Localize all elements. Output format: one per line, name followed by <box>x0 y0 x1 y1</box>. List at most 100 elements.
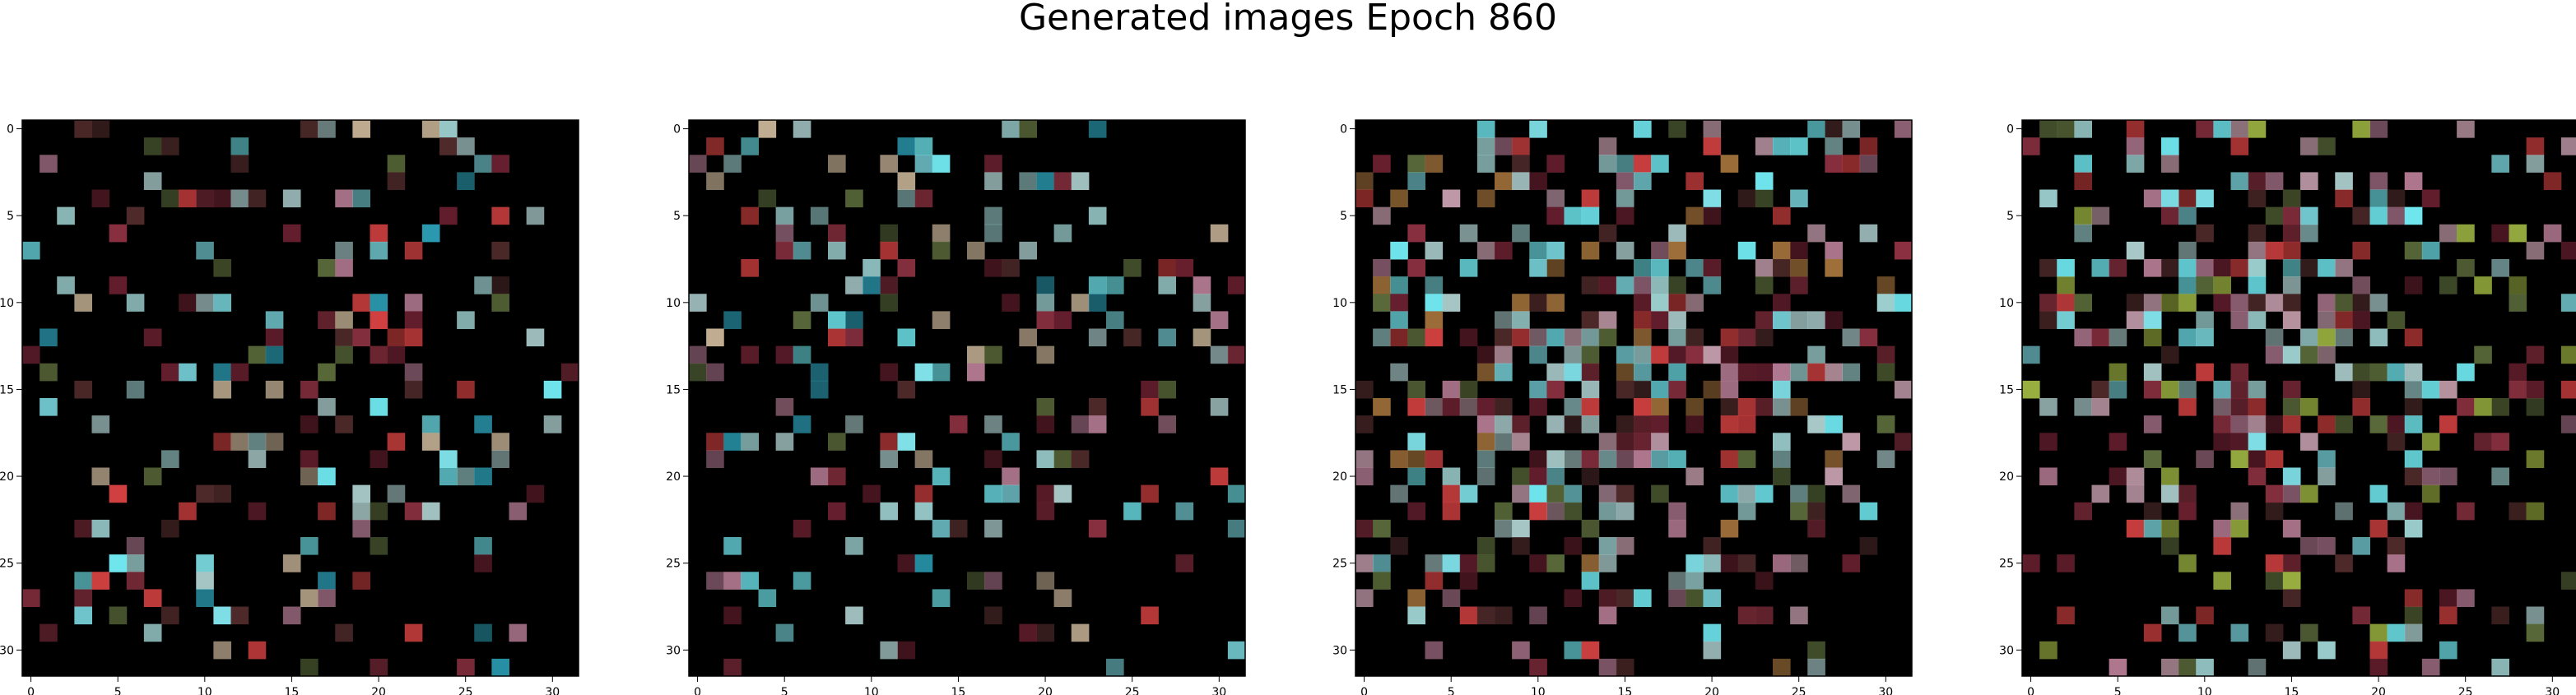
pixel-cell <box>2161 294 2179 312</box>
pixel-cell <box>2230 398 2249 416</box>
pixel-cell <box>1425 554 1444 572</box>
pixel-cell <box>1720 415 1739 433</box>
pixel-cell <box>1773 380 1791 399</box>
pixel-cell <box>1616 241 1634 260</box>
pixel-cell <box>2491 606 2509 625</box>
pixel-cell <box>2230 623 2249 642</box>
pixel-cell <box>230 606 249 625</box>
pixel-cell <box>1036 572 1055 590</box>
pixel-cell <box>2421 380 2440 399</box>
pixel-cell <box>213 433 231 451</box>
pixel-cell <box>1476 137 1495 155</box>
pixel-cell <box>335 259 353 277</box>
pixel-cell <box>2230 380 2249 399</box>
pixel-cell <box>1036 311 1055 329</box>
pixel-cell <box>2091 206 2110 225</box>
pixel-cell <box>1019 328 1037 347</box>
pixel-cell <box>2230 415 2249 433</box>
pixel-cell <box>1634 120 1652 138</box>
pixel-cell <box>897 380 916 399</box>
pixel-cell <box>2526 137 2545 155</box>
pixel-cell <box>1668 328 1686 347</box>
pixel-cell <box>1876 450 1895 468</box>
pixel-cell <box>1807 311 1825 329</box>
pixel-cell <box>2352 537 2370 555</box>
y-tick-label: 10 <box>666 297 681 310</box>
pixel-cell <box>74 120 92 138</box>
pixel-cell <box>1227 276 1246 294</box>
pixel-cell <box>2161 259 2179 277</box>
pixel-cell <box>2196 259 2214 277</box>
pixel-cell <box>2335 259 2353 277</box>
pixel-cell <box>2282 241 2301 260</box>
pixel-cell <box>1634 450 1652 468</box>
pixel-cell <box>318 398 336 416</box>
pixel-cell <box>2178 398 2197 416</box>
pixel-cell <box>1581 467 1600 486</box>
pixel-cell <box>2560 572 2576 590</box>
pixel-cell <box>1425 641 1444 660</box>
pixel-cell <box>421 415 440 433</box>
pixel-cell <box>1123 502 1142 521</box>
pixel-cell <box>1842 433 1861 451</box>
pixel-cell <box>1634 328 1652 347</box>
pixel-cell <box>2282 345 2301 364</box>
pixel-cell <box>318 311 336 329</box>
y-tick-label: 25 <box>1332 558 1347 571</box>
pixel-cell <box>2196 224 2214 243</box>
pixel-cell <box>2248 311 2267 329</box>
pixel-cell <box>300 658 319 677</box>
pixel-cell <box>2248 415 2267 433</box>
pixel-cell <box>1564 328 1583 347</box>
pixel-cell <box>1407 467 1425 486</box>
pixel-cell <box>1459 380 1478 399</box>
pixel-cell <box>1720 345 1739 364</box>
pixel-cell <box>2265 294 2284 312</box>
pixel-cell <box>1737 484 1756 503</box>
pixel-cell <box>1720 519 1739 538</box>
pixel-cell <box>126 294 145 312</box>
pixel-cell <box>40 363 58 382</box>
pixel-cell <box>828 433 846 451</box>
pixel-cell <box>1459 572 1478 590</box>
pixel-cell <box>2404 276 2423 294</box>
pixel-cell <box>984 259 1002 277</box>
pixel-cell <box>1106 311 1124 329</box>
pixel-cell <box>1825 137 1843 155</box>
pixel-cell <box>126 554 145 572</box>
pixel-cell <box>2387 537 2406 555</box>
pixel-cell <box>1390 189 1408 208</box>
pixel-cell <box>1807 658 1825 677</box>
pixel-cell <box>1002 120 1020 138</box>
pixel-cell <box>2318 537 2336 555</box>
x-tick-label: 15 <box>1618 686 1633 695</box>
pixel-cell <box>2457 502 2475 521</box>
pixel-cell <box>1529 658 1547 677</box>
pixel-cell <box>1088 398 1107 416</box>
pixel-cell <box>318 259 336 277</box>
pixel-cell <box>439 467 458 486</box>
pixel-cell <box>1703 537 1722 555</box>
pixel-cell <box>723 433 742 451</box>
y-tick-label: 0 <box>7 123 14 137</box>
pixel-cell <box>1495 415 1513 433</box>
pixel-cell <box>1720 398 1739 416</box>
pixel-cell <box>1773 241 1791 260</box>
pixel-cell <box>828 241 846 260</box>
pixel-cell <box>2282 554 2301 572</box>
y-tick-label: 10 <box>1999 297 2014 310</box>
pixel-cell <box>1616 415 1634 433</box>
pixel-cell <box>213 363 231 382</box>
pixel-cell <box>1459 224 1478 243</box>
y-tick-label: 5 <box>2006 210 2014 223</box>
pixel-cell <box>1476 554 1495 572</box>
pixel-cell <box>1459 398 1478 416</box>
pixel-cell <box>1737 189 1756 208</box>
pixel-cell <box>2126 467 2145 486</box>
pixel-cell <box>2509 276 2527 294</box>
pixel-cell <box>109 484 128 503</box>
pixel-cell <box>1158 276 1176 294</box>
pixel-cell <box>1686 467 1704 486</box>
pixel-cell <box>2126 155 2145 173</box>
pixel-cell <box>1106 276 1124 294</box>
